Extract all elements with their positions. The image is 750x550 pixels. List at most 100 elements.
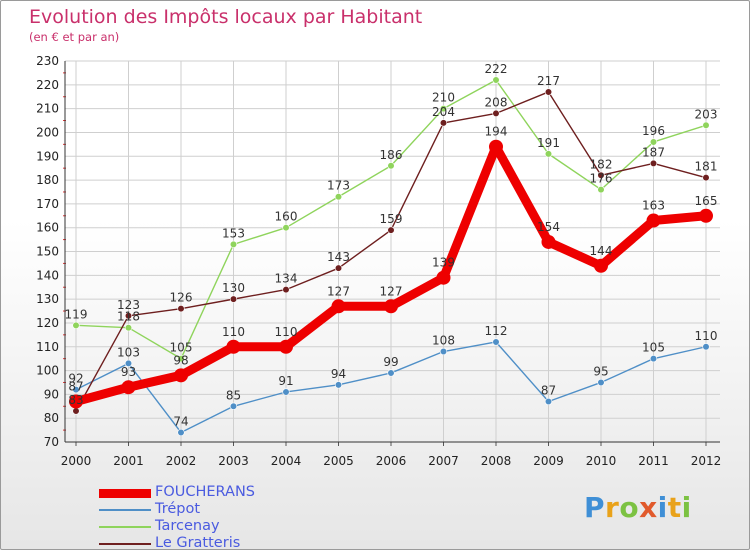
logo-letter: x xyxy=(639,491,658,524)
data-label-le-gratteris: 182 xyxy=(590,157,613,171)
data-label-foucherans: 93 xyxy=(121,365,136,379)
data-point-foucherans xyxy=(384,299,398,314)
data-point-le-gratteris xyxy=(597,171,605,179)
data-point-tr-pot xyxy=(334,381,343,389)
data-point-tarcenay xyxy=(597,185,605,194)
data-point-foucherans xyxy=(646,213,661,228)
data-label-foucherans: 110 xyxy=(275,325,298,339)
y-tick-label: 170 xyxy=(36,197,59,211)
data-point-le-gratteris xyxy=(124,312,133,320)
data-point-tr-pot xyxy=(387,369,395,377)
data-label-foucherans: 139 xyxy=(432,256,455,270)
axes: 7080901001101201301401501601701801902002… xyxy=(36,54,721,468)
data-point-foucherans xyxy=(226,339,241,354)
data-point-foucherans xyxy=(174,368,188,383)
data-point-tarcenay xyxy=(702,121,710,129)
data-label-le-gratteris: 126 xyxy=(170,291,193,305)
y-tick-label: 90 xyxy=(44,387,59,401)
series-foucherans xyxy=(69,139,713,409)
data-point-le-gratteris xyxy=(387,226,395,234)
data-point-tarcenay xyxy=(492,76,500,84)
data-label-le-gratteris: 159 xyxy=(380,212,403,226)
data-label-tarcenay: 105 xyxy=(170,341,193,355)
y-tick-label: 110 xyxy=(36,340,59,354)
data-label-foucherans: 87 xyxy=(68,380,83,394)
y-tick-label: 150 xyxy=(36,245,59,259)
data-label-tr-pot: 74 xyxy=(173,414,188,428)
data-label-foucherans: 194 xyxy=(485,125,508,139)
data-label-foucherans: 127 xyxy=(380,284,403,298)
y-tick-label: 230 xyxy=(36,54,59,68)
x-tick-label: 2012 xyxy=(691,454,722,468)
series-tr-pot xyxy=(72,338,710,437)
y-tick-label: 120 xyxy=(36,316,59,330)
data-point-tarcenay xyxy=(334,193,343,201)
data-point-foucherans xyxy=(69,394,83,409)
x-tick-label: 2001 xyxy=(113,454,144,468)
data-label-le-gratteris: 204 xyxy=(432,105,455,119)
data-point-tarcenay xyxy=(124,324,133,332)
data-label-tarcenay: 153 xyxy=(222,226,245,240)
data-point-foucherans xyxy=(594,258,608,273)
data-point-tr-pot xyxy=(597,378,605,387)
x-tick-label: 2003 xyxy=(218,454,249,468)
y-tick-label: 100 xyxy=(36,364,59,378)
data-label-tr-pot: 103 xyxy=(117,345,140,359)
logo-letter: o xyxy=(619,491,640,524)
x-tick-label: 2007 xyxy=(428,454,459,468)
grid-lines xyxy=(65,60,720,443)
y-tick-label: 220 xyxy=(36,78,59,92)
logo-letter: P xyxy=(584,491,606,524)
data-point-le-gratteris xyxy=(334,264,343,272)
data-label-tarcenay: 160 xyxy=(275,210,298,224)
data-label-le-gratteris: 123 xyxy=(117,298,140,312)
data-point-le-gratteris xyxy=(544,88,553,96)
data-point-foucherans xyxy=(541,234,556,249)
data-label-tarcenay: 173 xyxy=(327,179,350,193)
y-tick-label: 210 xyxy=(36,102,59,116)
data-label-tarcenay: 186 xyxy=(380,148,403,162)
y-tick-label: 130 xyxy=(36,292,59,306)
x-tick-label: 2010 xyxy=(586,454,617,468)
data-point-foucherans xyxy=(436,270,451,285)
data-point-foucherans xyxy=(331,299,346,314)
data-label-le-gratteris: 181 xyxy=(695,160,718,174)
legend-swatch-tarcenay xyxy=(99,526,151,528)
x-tick-label: 2006 xyxy=(376,454,407,468)
data-label-tarcenay: 210 xyxy=(432,91,455,105)
data-point-tr-pot xyxy=(702,343,710,351)
y-tick-label: 70 xyxy=(44,435,59,449)
data-point-tarcenay xyxy=(649,138,658,146)
data-label-tr-pot: 95 xyxy=(593,364,608,378)
data-label-le-gratteris: 83 xyxy=(68,393,83,407)
legend-label-le-gratteris: Le Gratteris xyxy=(155,535,241,550)
data-label-tr-pot: 110 xyxy=(695,329,718,343)
data-label-tr-pot: 85 xyxy=(226,388,241,402)
x-tick-label: 2004 xyxy=(271,454,302,468)
data-label-le-gratteris: 217 xyxy=(537,74,560,88)
data-labels-layer: 92 103 74 85 91 94 99 108 112 87 95 105 110 119 118 105… xyxy=(65,62,718,428)
data-label-tr-pot: 99 xyxy=(383,355,398,369)
legend-swatch-le-gratteris xyxy=(99,543,151,545)
data-point-tarcenay xyxy=(229,240,238,248)
x-tick-label: 2008 xyxy=(481,454,512,468)
data-label-foucherans: 110 xyxy=(222,325,245,339)
x-tick-label: 2002 xyxy=(166,454,197,468)
x-tick-label: 2005 xyxy=(323,454,354,468)
data-label-tr-pot: 112 xyxy=(485,324,508,338)
data-point-le-gratteris xyxy=(177,305,185,313)
data-point-foucherans xyxy=(121,380,136,395)
data-point-tr-pot xyxy=(439,347,448,356)
data-label-tr-pot: 94 xyxy=(331,367,346,381)
data-point-tr-pot xyxy=(124,359,133,368)
data-point-tr-pot xyxy=(72,386,80,394)
legend-label-tarcenay: Tarcenay xyxy=(155,518,220,534)
logo-letter: r xyxy=(605,491,620,524)
legend: FOUCHERANS Trépot Tarcenay Le Gratteris xyxy=(99,484,359,550)
data-point-foucherans xyxy=(489,139,503,154)
data-label-foucherans: 165 xyxy=(695,194,718,208)
data-label-tr-pot: 105 xyxy=(642,341,665,355)
chart-title: Evolution des Impôts locaux par Habitant xyxy=(29,6,423,28)
legend-label-foucherans: FOUCHERANS xyxy=(155,484,256,500)
